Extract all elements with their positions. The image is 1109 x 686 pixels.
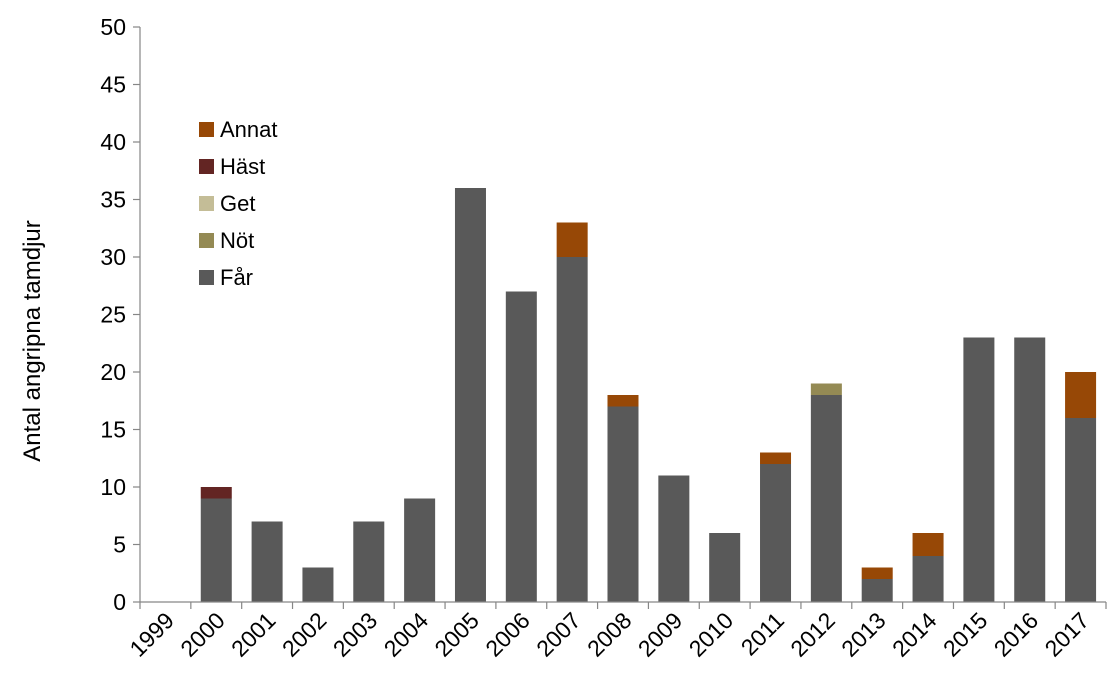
x-tick-label: 2006 — [480, 607, 535, 662]
legend-label-annat: Annat — [220, 117, 278, 142]
x-tick-label: 1999 — [124, 607, 179, 662]
y-tick-label: 20 — [100, 359, 126, 385]
y-tick-label: 15 — [100, 417, 126, 443]
x-tick-label: 2003 — [328, 607, 383, 662]
x-tick-label: 2001 — [226, 607, 281, 662]
x-tick-label: 2000 — [175, 607, 230, 662]
bar-segment-2014-får — [912, 556, 944, 602]
bar-segment-2012-får — [810, 395, 842, 602]
y-tick-label: 45 — [100, 72, 126, 98]
x-tick-label: 2009 — [633, 607, 688, 662]
x-tick-label: 2004 — [379, 607, 434, 662]
x-tick-label: 2002 — [277, 607, 332, 662]
y-tick-label: 25 — [100, 302, 126, 328]
legend: Annat Häst Get Nöt Får — [199, 117, 278, 290]
bar-segment-2011-annat — [760, 452, 792, 464]
bar-segment-2004-får — [404, 498, 436, 602]
x-tick-label: 2008 — [582, 607, 637, 662]
y-tick-label: 10 — [100, 474, 126, 500]
bar-segment-2012-nöt — [810, 383, 842, 395]
bar-segment-2013-annat — [861, 567, 893, 579]
legend-swatch-annat — [199, 122, 214, 137]
bar-segment-2016-får — [1014, 337, 1046, 602]
x-tick-label: 2011 — [736, 607, 789, 660]
bar-segment-2007-får — [556, 257, 588, 602]
bar-segment-2002-får — [302, 567, 334, 602]
y-tick-label: 35 — [100, 187, 126, 213]
legend-label-get: Get — [220, 191, 255, 216]
legend-swatch-nöt — [199, 233, 214, 248]
bar-segment-2000-får — [200, 498, 232, 602]
x-tick-label: 2007 — [531, 607, 586, 662]
bar-segment-2001-får — [251, 521, 283, 602]
y-tick-label: 5 — [113, 532, 126, 558]
bar-segment-2006-får — [505, 291, 537, 602]
bar-segment-2000-häst — [200, 487, 232, 499]
bar-segment-2015-får — [963, 337, 995, 602]
x-tick-label: 2014 — [887, 607, 942, 662]
bar-segment-2017-får — [1065, 418, 1097, 602]
x-tick-label: 2010 — [684, 607, 739, 662]
x-tick-label: 2016 — [989, 607, 1044, 662]
x-tick-label: 2017 — [1040, 607, 1095, 662]
x-tick-label: 2015 — [938, 607, 993, 662]
x-tick-label: 2012 — [785, 607, 840, 662]
bar-segment-2003-får — [353, 521, 385, 602]
bar-segment-2007-annat — [556, 222, 588, 257]
axes-layer: 0 5 10 15 20 25 30 35 40 45 50 19992000200120022003… — [100, 14, 1107, 662]
bars-layer — [200, 188, 1097, 602]
y-tick-label: 0 — [113, 589, 126, 615]
y-axis-title: Antal angripna tamdjur — [19, 220, 46, 461]
bar-segment-2010-får — [709, 533, 741, 602]
y-tick-label: 40 — [100, 129, 126, 155]
y-tick-label: 30 — [100, 244, 126, 270]
bar-segment-2017-annat — [1065, 372, 1097, 418]
legend-swatch-get — [199, 196, 214, 211]
bar-segment-2011-får — [760, 464, 792, 602]
legend-label-häst: Häst — [220, 154, 265, 179]
legend-swatch-får — [199, 270, 214, 285]
bar-segment-2014-annat — [912, 533, 944, 556]
bar-segment-2008-får — [607, 406, 639, 602]
legend-label-nöt: Nöt — [220, 228, 254, 253]
y-tick-label: 50 — [100, 14, 126, 40]
x-tick-label: 2013 — [836, 607, 891, 662]
bar-segment-2008-annat — [607, 395, 639, 407]
bar-segment-2005-får — [454, 188, 486, 602]
bar-segment-2009-får — [658, 475, 690, 602]
bar-segment-2013-får — [861, 579, 893, 602]
legend-swatch-häst — [199, 159, 214, 174]
legend-label-får: Får — [220, 265, 253, 290]
x-tick-label: 2005 — [429, 607, 484, 662]
